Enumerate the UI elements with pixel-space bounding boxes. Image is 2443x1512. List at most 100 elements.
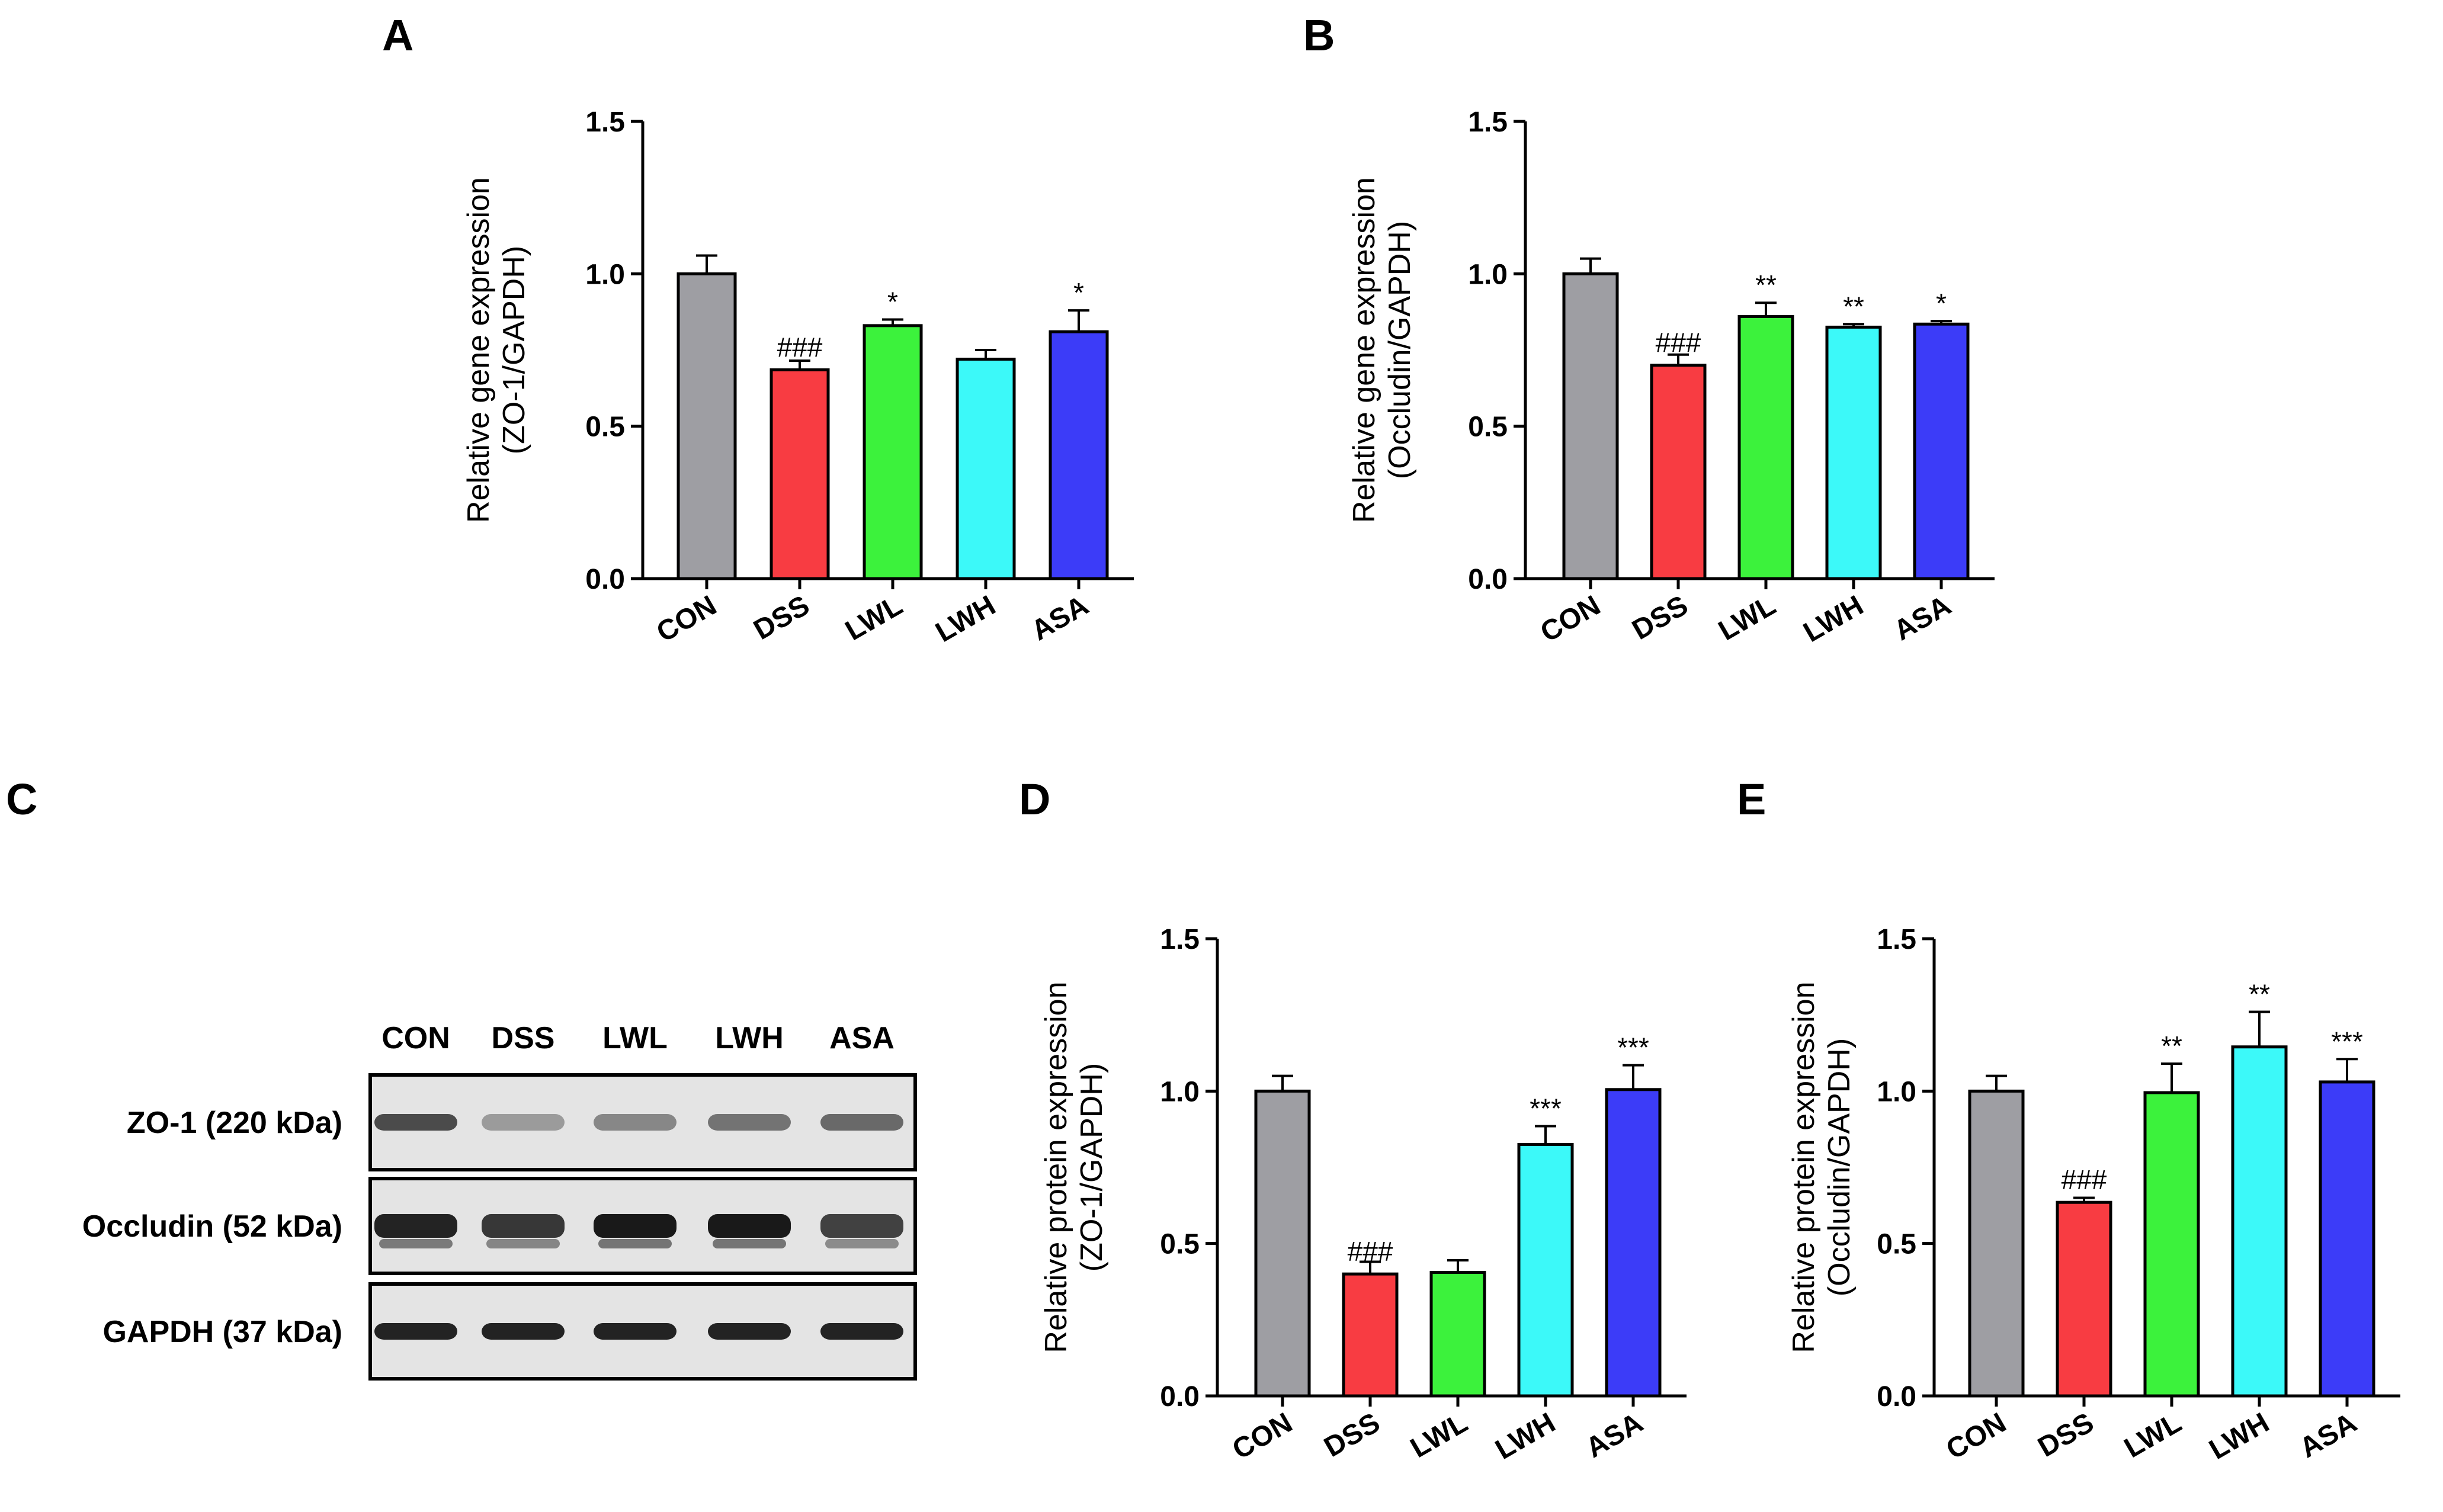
y-axis-label: Relative gene expression(ZO-1/GAPDH) [461, 177, 531, 523]
bar-lwl [1737, 314, 1794, 580]
blot-band [594, 1214, 677, 1238]
category-label-lwh: LWH [931, 590, 1001, 649]
y-tick-label: 0.5 [1877, 1229, 1916, 1260]
category-label-asa: ASA [1580, 1407, 1648, 1465]
y-tick-label: 0.0 [1468, 564, 1508, 595]
category-label-lwh: LWH [1798, 590, 1869, 649]
bar-dss [770, 368, 830, 580]
y-tick-label: 1.0 [585, 259, 625, 290]
category-label-dss: DSS [749, 590, 815, 646]
y-axis-label-line2: (Occludin/GAPDH) [1822, 1038, 1857, 1296]
lane-label-asa: ASA [829, 1021, 895, 1055]
blot-band [708, 1114, 791, 1131]
bar-dss [1342, 1272, 1399, 1398]
y-axis-label-line1: Relative gene expression [461, 177, 496, 523]
blot-band [482, 1114, 565, 1131]
category-label-dss: DSS [2033, 1407, 2099, 1463]
blot-band [374, 1114, 457, 1131]
category-label-lwl: LWL [1713, 590, 1781, 647]
y-tick-label: 1.0 [1160, 1076, 1200, 1107]
category-label-lwl: LWL [1405, 1407, 1473, 1465]
y-tick-label: 1.5 [1160, 924, 1200, 955]
significance-label-lwl: ** [2161, 1031, 2182, 1061]
y-axis-label-line2: (ZO-1/GAPDH) [497, 246, 531, 454]
bar-dss [2056, 1200, 2112, 1398]
blot-band [708, 1214, 791, 1238]
significance-label-dss: ### [1656, 328, 1701, 358]
category-label-con: CON [1227, 1407, 1298, 1466]
blot-band [374, 1214, 457, 1238]
blot-band [820, 1214, 903, 1238]
y-axis-label-line1: Relative protein expression [1039, 981, 1073, 1353]
y-tick-label: 1.5 [1877, 924, 1916, 955]
category-label-lwh: LWH [2204, 1407, 2275, 1466]
blot-band [820, 1114, 903, 1131]
bar-lwh [1825, 325, 1882, 580]
blot-band-lower [713, 1239, 786, 1248]
category-label-asa: ASA [2294, 1407, 2362, 1465]
bar-con [1562, 272, 1619, 580]
panel-letter-c: C [6, 775, 37, 824]
category-label-asa: ASA [1026, 590, 1094, 647]
western-blot: CON DSS LWL LWH ASA ZO-1 (220 kDa) Occludin (5… [82, 1021, 917, 1381]
y-axis-label-line1: Relative gene expression [1347, 177, 1381, 523]
bar-asa [1913, 322, 1970, 580]
y-tick-label: 0.0 [1160, 1381, 1200, 1413]
y-tick-label: 1.5 [585, 107, 625, 138]
blot-band [482, 1214, 565, 1238]
chart-a: 0.0 0.5 1.0 1.5 Relative gene expression(ZO-… [461, 107, 1134, 649]
y-axis-label-line1: Relative protein expression [1787, 981, 1821, 1353]
y-tick-label: 0.0 [585, 564, 625, 595]
category-label-lwl: LWL [840, 590, 908, 647]
lane-label-con: CON [381, 1021, 450, 1055]
blot-band [820, 1323, 903, 1340]
blot-row-label: Occludin (52 kDa) [82, 1209, 342, 1244]
blot-band [594, 1114, 677, 1131]
significance-label-asa: * [1936, 288, 1947, 319]
y-tick-label: 1.0 [1468, 259, 1508, 290]
y-tick-label: 1.0 [1877, 1076, 1916, 1107]
chart-e: 0.0 0.5 1.0 1.5 Relative protein expression(… [1787, 924, 2400, 1466]
lane-label-lwl: LWL [602, 1021, 668, 1055]
chart-d: 0.0 0.5 1.0 1.5 Relative protein expression(… [1039, 924, 1687, 1466]
blot-band [374, 1323, 457, 1340]
lane-label-dss: DSS [492, 1021, 555, 1055]
y-axis-label: Relative protein expression(Occludin/GAP… [1787, 981, 1857, 1353]
panel-letter-a: A [382, 11, 413, 60]
significance-label-dss: ### [2062, 1164, 2107, 1195]
bar-lwh [2231, 1045, 2288, 1398]
y-axis-label: Relative protein expression(ZO-1/GAPDH) [1039, 981, 1109, 1353]
y-tick-label: 0.5 [585, 412, 625, 443]
category-label-con: CON [1535, 590, 1606, 649]
category-label-con: CON [652, 590, 722, 649]
y-tick-label: 0.5 [1160, 1229, 1200, 1260]
blot-band-lower [825, 1239, 899, 1248]
blot-band [482, 1323, 565, 1340]
significance-label-lwl: * [887, 287, 898, 317]
blot-band-lower [598, 1239, 672, 1248]
blot-row-label: GAPDH (37 kDa) [102, 1315, 342, 1349]
significance-label-asa: * [1073, 277, 1084, 308]
blot-band [594, 1323, 677, 1340]
category-label-asa: ASA [1889, 590, 1956, 647]
blot-row-label: ZO-1 (220 kDa) [127, 1106, 342, 1140]
bar-lwl [863, 324, 923, 580]
bar-lwh [956, 357, 1016, 580]
category-label-lwl: LWL [2119, 1407, 2186, 1465]
significance-label-lwl: ** [1755, 269, 1777, 300]
blot-band-lower [379, 1239, 453, 1248]
blot-band [708, 1323, 791, 1340]
significance-label-lwh: *** [1530, 1093, 1562, 1124]
bar-asa [2319, 1080, 2375, 1398]
y-tick-label: 0.0 [1877, 1381, 1916, 1413]
significance-label-lwh: ** [1843, 291, 1864, 322]
panel-letter-d: D [1019, 775, 1050, 824]
y-axis-label-line2: (Occludin/GAPDH) [1383, 221, 1417, 479]
significance-label-dss: ### [777, 332, 823, 362]
panel-letter-b: B [1303, 11, 1335, 60]
blot-band-lower [486, 1239, 560, 1248]
category-label-dss: DSS [1319, 1407, 1386, 1463]
bar-lwl [1429, 1271, 1486, 1398]
bar-asa [1049, 330, 1109, 580]
